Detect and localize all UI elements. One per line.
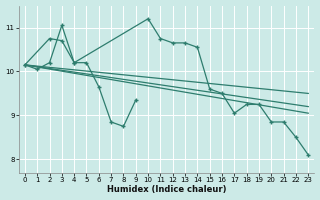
X-axis label: Humidex (Indice chaleur): Humidex (Indice chaleur) bbox=[107, 185, 226, 194]
